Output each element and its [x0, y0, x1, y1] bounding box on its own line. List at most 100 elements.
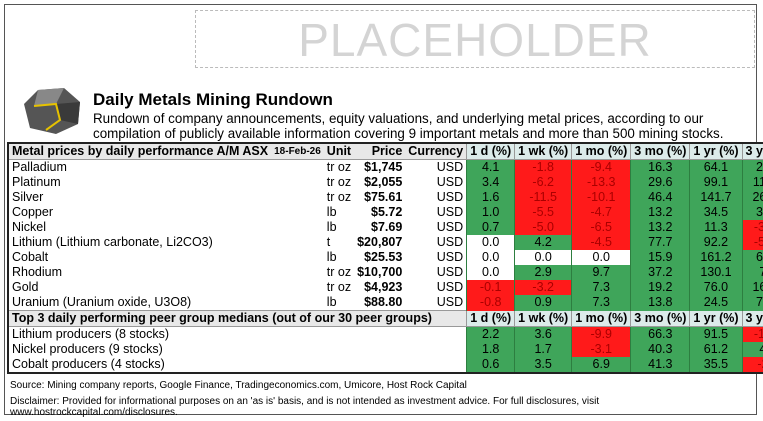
perf-cell: 7.3	[571, 280, 631, 295]
metal-price: $4,923	[364, 280, 403, 294]
page-title: Daily Metals Mining Rundown	[93, 90, 333, 109]
metal-row: Platinum tr oz $2,055 USD 3.4 -6.2 -13.3 29.6 99…	[8, 175, 763, 190]
peers-header-label: Top 3 daily performing peer group median…	[8, 310, 467, 327]
perf-cell: 46.4	[630, 190, 690, 205]
spacer	[271, 280, 324, 295]
perf-cell: 161.2	[689, 250, 743, 265]
metal-name: Uranium (Uranium oxide, U3O8)	[12, 295, 192, 309]
perf-cell: -6.5	[571, 220, 631, 235]
peer-row: Cobalt producers (4 stocks) 0.6 3.5 6.9 41.3…	[8, 357, 763, 373]
metals-header-row: Metal prices by daily performance A/M AS…	[8, 143, 763, 160]
perf-cell: 39.6	[741, 205, 763, 220]
perf-cell: -4.7	[571, 205, 631, 220]
placeholder-banner: PLACEHOLDER	[195, 10, 755, 68]
metal-currency: USD	[436, 205, 464, 219]
perf-cell: 115.0	[741, 175, 763, 190]
spacer	[271, 265, 324, 280]
perf-cell: 141.7	[689, 190, 743, 205]
metal-name: Rhodium	[12, 265, 63, 279]
perf-cell: 77.7	[630, 235, 690, 250]
metal-name: Silver	[12, 190, 44, 204]
perf-cell: 19.2	[630, 280, 690, 295]
metal-unit: lb	[326, 295, 337, 309]
perf-cell: -0.1	[466, 280, 515, 295]
perf-cell: 41.3	[630, 357, 690, 373]
perf-cell: -9.9	[571, 326, 631, 342]
perf-cell: -5.0	[514, 220, 572, 235]
perf-cell: 61.2	[689, 342, 743, 357]
spacer	[271, 250, 324, 265]
metal-unit: tr oz	[326, 265, 352, 279]
metal-price: $10,700	[357, 265, 403, 279]
perf-cell: 15.9	[630, 250, 690, 265]
metal-currency: USD	[436, 295, 464, 309]
metal-currency: USD	[436, 265, 464, 279]
metal-unit: lb	[326, 205, 337, 219]
perf-cell: 11.3	[689, 220, 743, 235]
perf-cell: 3.5	[514, 357, 572, 373]
perf-cell: 64.1	[689, 159, 743, 175]
perf-cell: 92.2	[689, 235, 743, 250]
metals-table: Metal prices by daily performance A/M AS…	[7, 142, 763, 374]
spacer	[271, 190, 324, 205]
header-date: 18-Feb-26	[271, 143, 324, 160]
perf-cell: -2.0	[741, 357, 763, 373]
peer-row: Nickel producers (9 stocks) 1.8 1.7 -3.1 40.…	[8, 342, 763, 357]
perf-cell: 91.5	[689, 326, 743, 342]
perf-cell: 0.0	[466, 250, 515, 265]
perf-cell: 0.0	[514, 250, 572, 265]
perf-cell: -5.5	[514, 205, 572, 220]
header-period: 1 yr (%)	[689, 143, 743, 160]
header-period: 1 mo (%)	[571, 143, 631, 160]
perf-cell: 99.1	[689, 175, 743, 190]
perf-cell: 4.1	[466, 159, 515, 175]
perf-cell: 6.9	[571, 357, 631, 373]
perf-cell: 13.8	[630, 295, 690, 311]
perf-cell: -3.2	[514, 280, 572, 295]
metal-name: Palladium	[12, 160, 67, 174]
perf-cell: 13.2	[630, 220, 690, 235]
header-period: 3 mo (%)	[630, 310, 690, 327]
metal-unit: lb	[326, 250, 337, 264]
perf-cell: 7.3	[571, 295, 631, 311]
metal-price: $75.61	[364, 190, 403, 204]
perf-cell: 7.0	[741, 265, 763, 280]
perf-cell: -31.1	[741, 220, 763, 235]
perf-cell: 0.0	[466, 235, 515, 250]
metal-price: $1,745	[364, 160, 403, 174]
perf-cell: 130.1	[689, 265, 743, 280]
perf-cell: 76.0	[689, 280, 743, 295]
header-price: Price	[354, 143, 406, 160]
perf-cell: -3.1	[571, 342, 631, 357]
perf-cell: 3.4	[466, 175, 515, 190]
perf-cell: 0.9	[514, 295, 572, 311]
metal-row: Palladium tr oz $1,745 USD 4.1 -1.8 -9.4 16.3 64…	[8, 159, 763, 175]
metal-unit: tr oz	[326, 175, 352, 189]
peer-name: Cobalt producers (4 stocks)	[12, 357, 165, 371]
metal-name: Platinum	[12, 175, 61, 189]
metal-row: Gold tr oz $4,923 USD-0.1-3.27.319.276.0169…	[8, 280, 763, 295]
perf-cell: 1.7	[514, 342, 572, 357]
perf-cell: 0.0	[466, 265, 515, 280]
perf-cell: -10.1	[571, 190, 631, 205]
perf-cell: -13.5	[741, 326, 763, 342]
perf-cell: -13.3	[571, 175, 631, 190]
perf-cell: 2.9	[514, 265, 572, 280]
perf-cell: 2.2	[466, 326, 515, 342]
metal-currency: USD	[436, 250, 464, 264]
disclaimer: Disclaimer: Provided for informational p…	[10, 396, 600, 418]
perf-cell: -11.5	[514, 190, 572, 205]
header-period: 1 wk (%)	[514, 143, 572, 160]
source-note: Source: Mining company reports, Google F…	[10, 380, 467, 391]
perf-cell: 4.1	[741, 342, 763, 357]
metal-price: $88.80	[364, 295, 403, 309]
peers-header-row: Top 3 daily performing peer group median…	[8, 310, 763, 327]
perf-cell: 34.5	[689, 205, 743, 220]
metal-name: Lithium (Lithium carbonate, Li2CO3)	[12, 235, 213, 249]
perf-cell: 23.0	[741, 159, 763, 175]
header-period: 1 yr (%)	[689, 310, 743, 327]
metal-unit: t	[326, 235, 331, 249]
perf-cell: 3.6	[514, 326, 572, 342]
